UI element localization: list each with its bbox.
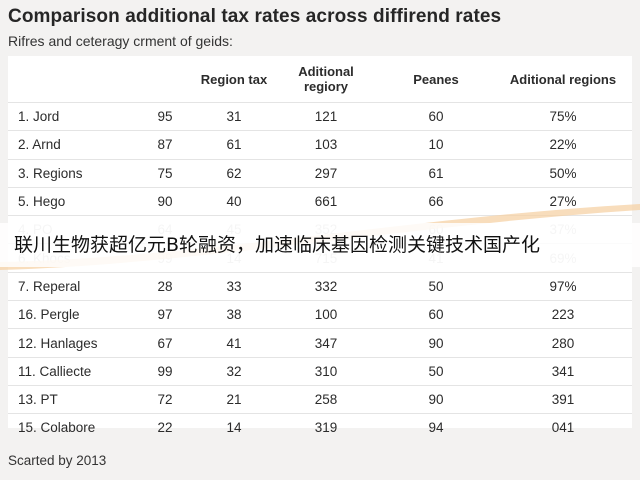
table-cell: 103 — [274, 130, 378, 160]
table-cell: 14 — [194, 413, 274, 442]
table-row: 5. Hego 90 40 661 66 27% — [8, 186, 632, 216]
table-cell: 67 — [136, 328, 194, 358]
table-cell: 310 — [274, 356, 378, 386]
row-label: 16. Pergle — [8, 300, 136, 329]
column-header: Aditional regions — [509, 71, 617, 87]
table-cell: 100 — [274, 300, 378, 329]
row-label: 3. Regions — [8, 158, 136, 188]
row-label: 1. Jord — [8, 101, 136, 131]
table-cell: 50% — [494, 158, 632, 188]
column-header: Aditional regiory — [298, 64, 354, 94]
overlay-caption: 联川生物获超亿元B轮融资，加速临床基因检测关键技术国产化 — [14, 234, 541, 256]
row-label: 12. Hanlages — [8, 328, 136, 358]
row-label: 11. Calliecte — [8, 356, 136, 386]
table-cell: 391 — [494, 384, 632, 414]
table-cell: 60 — [378, 300, 494, 329]
table-row: 13. PT 72 21 258 90 391 — [8, 384, 632, 414]
table-cell: 94 — [378, 413, 494, 442]
footer-note: Scarted by 2013 — [8, 453, 107, 468]
table-cell: 22 — [136, 413, 194, 442]
table-cell: 223 — [494, 300, 632, 329]
table-cell: 21 — [194, 384, 274, 414]
table-cell: 90 — [136, 186, 194, 216]
table-cell: 60 — [378, 101, 494, 131]
table-header-row: Region tax Aditional regiory Peanes Adit… — [8, 56, 632, 103]
table-row: 2. Arnd 87 61 103 10 22% — [8, 130, 632, 160]
table-cell: 87 — [136, 130, 194, 160]
table-cell: 38 — [194, 300, 274, 329]
table-cell: 66 — [378, 186, 494, 216]
table-cell: 121 — [274, 101, 378, 131]
table-row: 3. Regions 75 62 297 61 50% — [8, 158, 632, 188]
table-cell: 22% — [494, 130, 632, 160]
table-cell: 50 — [378, 271, 494, 301]
table-cell: 041 — [494, 413, 632, 442]
table-cell: 90 — [378, 328, 494, 358]
table-row: 12. Hanlages 67 41 347 90 280 — [8, 328, 632, 358]
table-cell: 280 — [494, 328, 632, 358]
table-row: 15. Colabore 22 14 319 94 041 — [8, 413, 632, 442]
table-cell: 28 — [136, 271, 194, 301]
table-cell: 332 — [274, 271, 378, 301]
overlay-caption-band — [0, 223, 640, 267]
table-cell: 41 — [194, 328, 274, 358]
row-label: 5. Hego — [8, 186, 136, 216]
column-header — [8, 56, 136, 103]
table-row: 7. Reperal 28 33 332 50 97% — [8, 271, 632, 301]
table-cell: 99 — [136, 356, 194, 386]
table-cell: 90 — [378, 384, 494, 414]
row-label: 2. Arnd — [8, 130, 136, 160]
table-cell: 50 — [378, 356, 494, 386]
page-subtitle: Rifres and ceteragy crment of geids: — [8, 33, 233, 49]
table-cell: 95 — [136, 101, 194, 131]
table-cell: 97% — [494, 271, 632, 301]
table-cell: 319 — [274, 413, 378, 442]
table-cell: 40 — [194, 186, 274, 216]
row-label: 13. PT — [8, 384, 136, 414]
table-cell: 297 — [274, 158, 378, 188]
table-row: 16. Pergle 97 38 100 60 223 — [8, 300, 632, 329]
table-cell: 341 — [494, 356, 632, 386]
row-label: 15. Colabore — [8, 413, 136, 442]
table-cell: 72 — [136, 384, 194, 414]
table-cell: 32 — [194, 356, 274, 386]
column-header — [136, 56, 194, 103]
table-cell: 75% — [494, 101, 632, 131]
column-header: Peanes — [413, 71, 459, 87]
page-title: Comparison additional tax rates across d… — [8, 6, 502, 27]
table-cell: 61 — [194, 130, 274, 160]
table-cell: 258 — [274, 384, 378, 414]
table-cell: 661 — [274, 186, 378, 216]
table-row: 1. Jord 95 31 121 60 75% — [8, 101, 632, 131]
table-cell: 62 — [194, 158, 274, 188]
table-cell: 10 — [378, 130, 494, 160]
row-label: 7. Reperal — [8, 271, 136, 301]
table-row: 11. Calliecte 99 32 310 50 341 — [8, 356, 632, 386]
table-cell: 347 — [274, 328, 378, 358]
table-cell: 33 — [194, 271, 274, 301]
table-cell: 31 — [194, 101, 274, 131]
table-cell: 61 — [378, 158, 494, 188]
table-cell: 97 — [136, 300, 194, 329]
table-cell: 75 — [136, 158, 194, 188]
column-header: Region tax — [200, 71, 268, 87]
